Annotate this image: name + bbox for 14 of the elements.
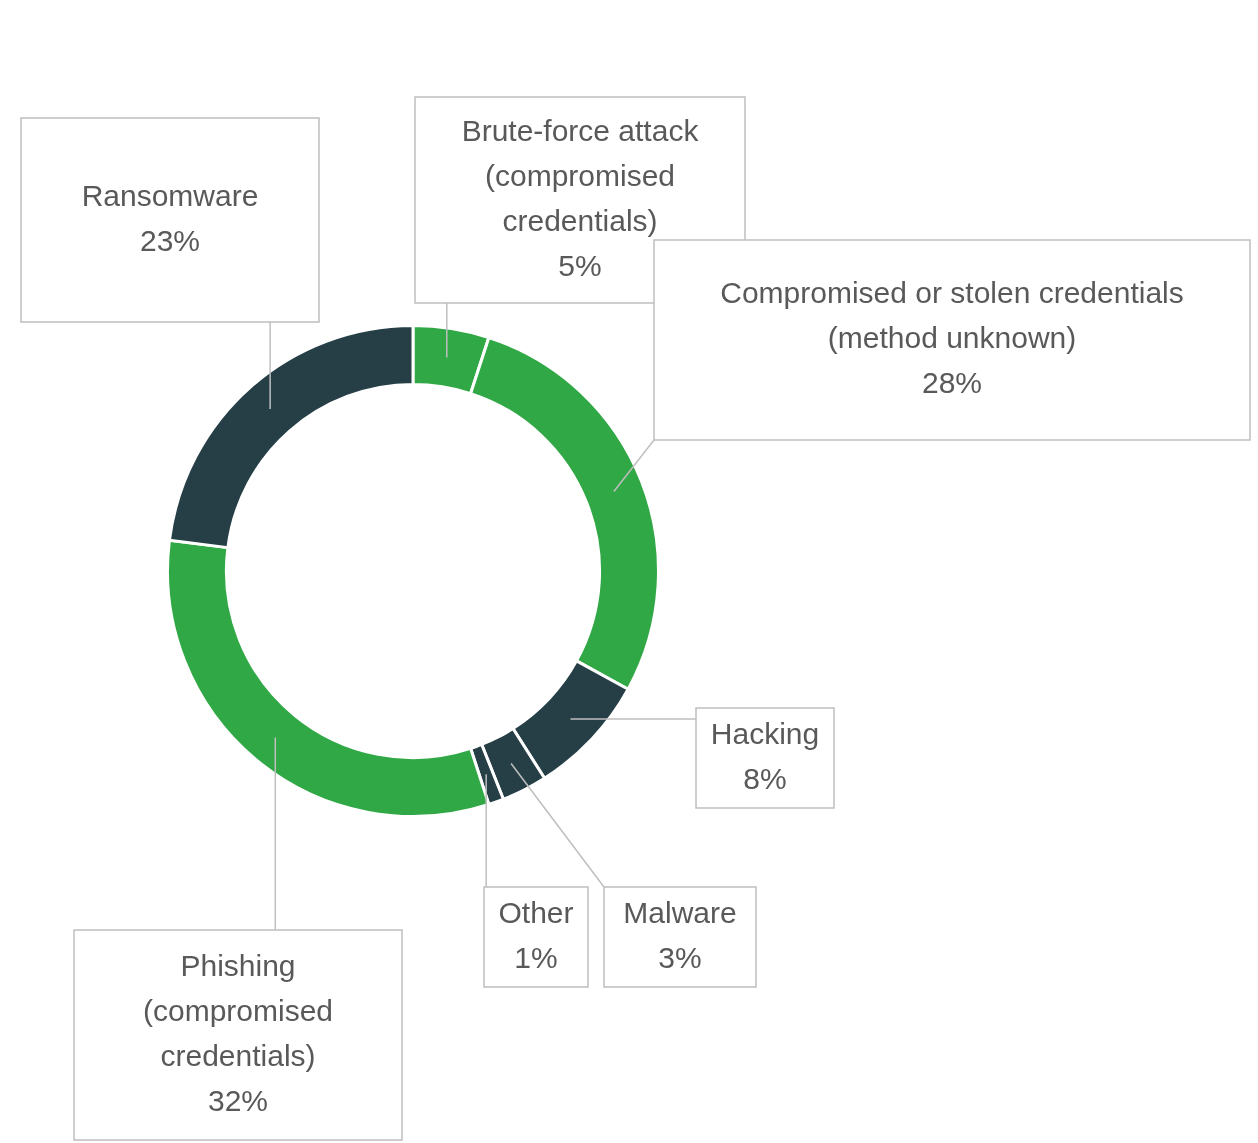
slice-label: Other [498, 895, 574, 929]
data-label: 1% [514, 940, 558, 974]
data-label: 23% [139, 223, 201, 257]
slice-label: Hacking [710, 716, 820, 750]
data-label: 5% [558, 248, 602, 282]
data-label: 3% [658, 940, 702, 974]
data-label: 8% [743, 761, 787, 795]
data-label: 32% [207, 1083, 269, 1117]
slice-label: Ransomware [81, 178, 259, 212]
slice-label: Phishing (compromised credentials) [142, 948, 334, 1072]
data-label: 28% [921, 366, 983, 400]
slice-label: Compromised or stolen credentials (method unknown) [720, 276, 1184, 355]
slice-label: Malware [623, 895, 737, 929]
slice-label: Brute-force attack (compromised credentials) [461, 113, 700, 237]
